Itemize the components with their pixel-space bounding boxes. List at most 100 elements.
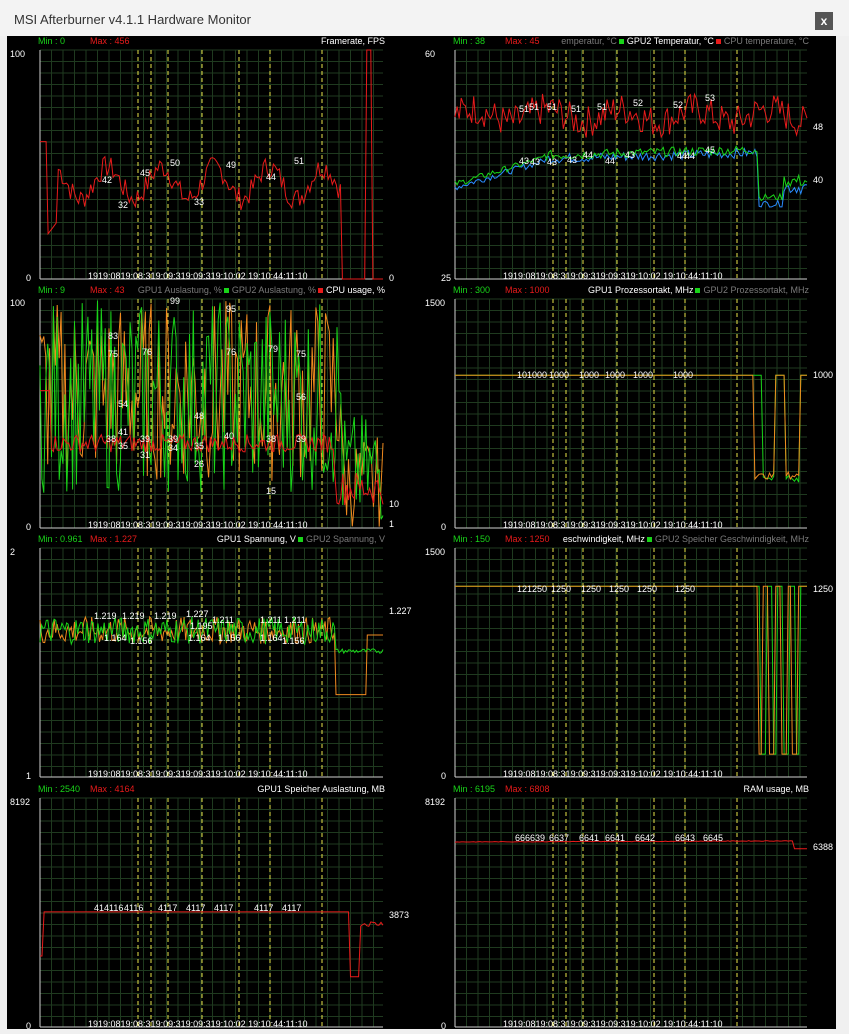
legend-swatch [618, 38, 624, 44]
peak-value-label: 53 [705, 93, 716, 103]
peak-value-label: 6641 [605, 833, 626, 843]
peak-value-label: 1250 [637, 584, 658, 594]
graph-max-value: Max : 1250 [505, 534, 550, 544]
legend-entry: CPU usage, % [325, 285, 385, 295]
y-axis-min: 0 [26, 522, 32, 532]
peak-value-label: 26 [194, 459, 205, 469]
legend-swatch [223, 287, 229, 293]
peak-value-label: 44 [605, 156, 616, 166]
peak-value-label: 45 [140, 168, 151, 178]
peak-value-label: 35 [194, 441, 205, 451]
legend-entry: GPU2 Temperatur, °C [626, 36, 714, 46]
peak-value-label: 51 [519, 104, 530, 114]
graph-current-value: 6388 [813, 842, 834, 852]
y-axis-min: 0 [26, 273, 32, 283]
legend-entry: emperatur, °C [561, 36, 617, 46]
graph-current-value: 1000 [813, 370, 834, 380]
graph-current-value: 10 [389, 499, 400, 509]
gpu-memory-usage-series [40, 911, 384, 978]
graph-max-value: Max : 43 [90, 285, 125, 295]
y-axis-max: 2 [10, 547, 16, 557]
peak-value-label: 50 [170, 158, 181, 168]
peak-value-label: 43 [547, 157, 558, 167]
graph-min-value: Min : 0.961 [38, 534, 83, 544]
gpu1-clock-series [455, 374, 807, 481]
graph-legend: eschwindigkeit, MHz GPU2 Speicher Geschwi… [563, 534, 809, 544]
peak-value-label: 6643 [675, 833, 696, 843]
time-axis-labels: 1919:0819:08:319:09:319:09:319:10:02 19:… [503, 769, 723, 779]
graph-legend: GPU1 Speicher Auslastung, MB [257, 784, 385, 794]
gpu1-usage-series [39, 301, 384, 527]
gpu1-memory-clock-series [455, 585, 807, 755]
legend-swatch [317, 287, 323, 293]
peak-value-label: 4117 [214, 903, 234, 913]
graphs-panel[interactable]: Min : 0 Max : 456 Framerate, FPS 100 0 1919:0… [7, 36, 836, 1031]
y-axis-min: 0 [26, 1021, 32, 1031]
legend-entry: GPU2 Speicher Geschwindigkeit, MHz [654, 534, 809, 544]
y-axis-max: 60 [425, 49, 436, 59]
peak-value-label: 39 [168, 434, 179, 444]
graph-min-value: Min : 300 [453, 285, 491, 295]
peak-value-label: 52 [673, 100, 684, 110]
peak-value-label: 1250 [551, 584, 572, 594]
legend-entry: GPU1 Prozessortakt, MHz [587, 285, 694, 295]
legend-entry: GPU2 Spannung, V [305, 534, 385, 544]
legend-entry: Framerate, FPS [320, 36, 385, 46]
cpu-usage-series [40, 390, 384, 506]
peak-value-label: 51 [571, 104, 582, 114]
time-axis-labels: 1919:0819:08:319:09:319:09:319:10:02 19:… [88, 271, 308, 281]
gpu1-temperature-series [454, 147, 808, 208]
peak-value-label: 54 [118, 399, 129, 409]
peak-value-label: 95 [226, 304, 237, 314]
peak-value-label: 75 [108, 349, 119, 359]
peak-value-label: 121250 [517, 584, 548, 594]
peak-value-label: 52 [633, 98, 644, 108]
graph-max-value: Max : 6808 [505, 784, 550, 794]
legend-swatch [695, 287, 701, 293]
peak-value-label: 1250 [609, 584, 630, 594]
title-bar[interactable]: MSI Afterburner v4.1.1 Hardware Monitor … [0, 0, 849, 36]
legend-entry: CPU temperature, °C [723, 36, 809, 46]
close-button[interactable]: x [815, 12, 833, 30]
graph-min-value: Min : 9 [38, 285, 66, 295]
peak-value-label: 43 [567, 155, 578, 165]
peak-value-label: 1250 [581, 584, 602, 594]
peak-value-label: 34 [168, 443, 179, 453]
peak-value-label: 1.227 [186, 609, 209, 619]
peak-value-label: 1000 [633, 370, 654, 380]
legend-entry: RAM usage, MB [743, 784, 809, 794]
peak-value-label: 44 [685, 151, 696, 161]
peak-value-label: 1.211 [260, 615, 282, 625]
graph-max-value: Max : 4164 [90, 784, 135, 794]
peak-value-label: 1.156 [282, 636, 305, 646]
peak-value-label: 101000 [517, 370, 548, 380]
legend-swatch [715, 38, 721, 44]
y-axis-min: 0 [441, 1021, 447, 1031]
graph-legend: GPU1 Prozessortakt, MHz GPU2 Prozessortak… [588, 285, 809, 295]
peak-value-label: 4117 [282, 903, 302, 913]
peak-value-label: 1.211 [212, 615, 234, 625]
peak-value-label: 39 [296, 434, 307, 444]
peak-value-label: 75 [296, 349, 307, 359]
peak-value-label: 38 [266, 434, 277, 444]
peak-value-label: 15 [266, 486, 277, 496]
graph-max-value: Max : 456 [90, 36, 130, 46]
gpu2-temperature-series [454, 145, 808, 202]
y-axis-min: 0 [441, 522, 447, 532]
legend-entry: GPU1 Speicher Auslastung, MB [257, 784, 385, 794]
y-axis-max: 8192 [425, 797, 446, 807]
graph-legend: GPU1 Spannung, V GPU2 Spannung, V [217, 534, 385, 544]
peak-value-label: 43 [519, 156, 530, 166]
peak-value-label: 1000 [605, 370, 626, 380]
peak-value-label: 51 [547, 102, 558, 112]
graph-current-value: 1 [389, 519, 395, 529]
peak-value-label: 35 [118, 441, 129, 451]
peak-value-label: 51 [294, 156, 305, 166]
y-axis-max: 8192 [10, 797, 31, 807]
peak-value-label: 1.219 [154, 611, 177, 621]
peak-value-label: 38 [106, 434, 117, 444]
peak-value-label: 6637 [549, 833, 570, 843]
peak-value-label: 1.164 [104, 633, 127, 643]
graph-min-value: Min : 6195 [453, 784, 496, 794]
peak-value-label: 1000 [549, 370, 570, 380]
